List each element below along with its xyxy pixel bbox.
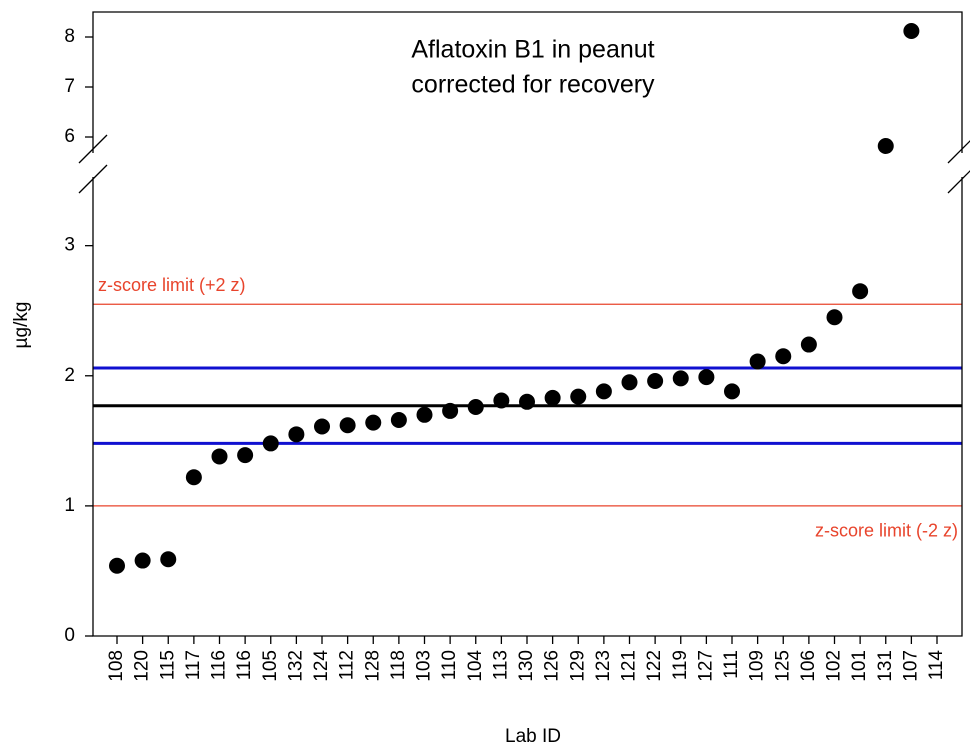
y-tick-label: 1 <box>64 495 75 516</box>
x-tick-label: 121 <box>619 650 640 682</box>
point <box>237 447 254 464</box>
point <box>852 283 869 300</box>
point <box>442 402 459 419</box>
x-tick-label: 131 <box>875 650 896 682</box>
x-tick-label: 118 <box>388 650 409 680</box>
point <box>800 336 817 353</box>
point <box>390 412 407 429</box>
y-tick-label: 6 <box>64 126 75 147</box>
x-tick-label: 126 <box>542 650 563 682</box>
point <box>775 348 792 365</box>
point <box>365 414 382 431</box>
point <box>160 551 177 568</box>
axis-break <box>947 170 970 194</box>
point <box>262 435 279 452</box>
x-tick-label: 123 <box>593 650 614 682</box>
y-tick-label: 8 <box>64 26 75 47</box>
point <box>724 383 740 400</box>
x-tick-label: 107 <box>900 650 921 682</box>
reference-label: z-score limit (-2 z) <box>815 521 958 541</box>
x-tick-label: 127 <box>695 650 716 682</box>
y-tick-label: 3 <box>64 235 75 256</box>
y-tick-label: 2 <box>64 365 75 386</box>
point <box>595 383 612 400</box>
x-tick-label: 102 <box>824 650 845 682</box>
point <box>621 374 638 391</box>
x-tick-label: 119 <box>670 650 691 680</box>
point <box>519 393 535 410</box>
x-tick-label: 120 <box>132 650 153 682</box>
axis-break <box>78 164 108 194</box>
x-tick-label: 109 <box>747 650 768 682</box>
x-tick-label: 115 <box>157 650 178 680</box>
point <box>339 417 356 434</box>
chart-title: Aflatoxin B1 in peanut <box>411 36 654 64</box>
point <box>826 309 843 326</box>
y-tick-label: 7 <box>64 76 75 97</box>
point <box>211 448 228 465</box>
point <box>134 552 151 569</box>
x-tick-label: 129 <box>567 650 588 682</box>
point <box>570 388 587 405</box>
x-tick-label: 113 <box>490 650 511 680</box>
axis-break <box>947 140 970 164</box>
x-tick-label: 108 <box>106 650 127 682</box>
x-tick-label: 116 <box>209 650 230 680</box>
x-tick-label: 117 <box>183 650 204 680</box>
x-tick-label: 104 <box>465 650 486 682</box>
x-tick-label: 130 <box>516 650 537 682</box>
point <box>672 370 689 387</box>
y-tick-label: 0 <box>64 625 75 646</box>
x-tick-label: 125 <box>772 650 793 682</box>
x-tick-label: 132 <box>285 650 306 682</box>
point <box>493 392 510 409</box>
point <box>877 138 894 154</box>
reference-label: z-score limit (+2 z) <box>98 275 246 295</box>
x-tick-label: 128 <box>362 650 383 682</box>
x-tick-label: 110 <box>439 650 460 680</box>
x-tick-label: 103 <box>414 650 435 682</box>
chart-title: corrected for recovery <box>411 71 655 99</box>
axis-break <box>78 134 108 164</box>
x-tick-label: 116 <box>234 650 255 680</box>
point <box>467 399 484 416</box>
point <box>903 23 920 39</box>
point <box>109 557 125 574</box>
x-tick-label: 114 <box>926 650 947 681</box>
x-tick-label: 122 <box>644 650 665 682</box>
x-tick-label: 111 <box>721 650 742 679</box>
x-tick-label: 124 <box>311 650 332 682</box>
point <box>698 369 715 386</box>
point <box>544 389 561 406</box>
point <box>749 353 766 370</box>
point <box>416 406 433 423</box>
point <box>314 418 330 435</box>
point <box>288 426 305 443</box>
x-tick-label: 105 <box>260 650 281 682</box>
x-axis-label: Lab ID <box>505 726 561 747</box>
y-axis-label: µg/kg <box>11 302 32 349</box>
point <box>185 469 202 486</box>
x-tick-label: 106 <box>798 650 819 682</box>
x-tick-label: 112 <box>337 650 358 680</box>
point <box>647 372 664 389</box>
x-tick-label: 101 <box>849 650 870 682</box>
